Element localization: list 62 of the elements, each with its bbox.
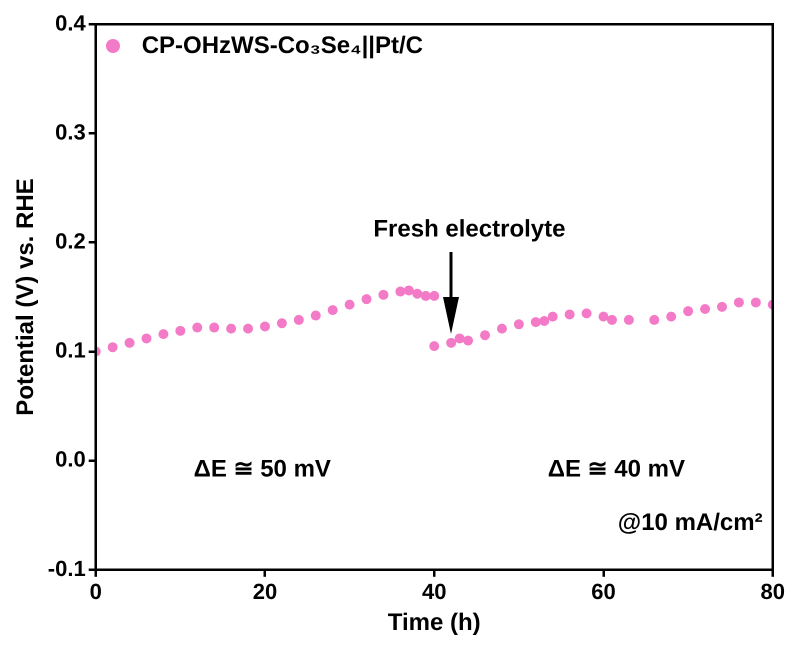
point (666, 312, 676, 322)
point (243, 324, 254, 334)
x-tick-label: 40 (422, 579, 446, 604)
y-tick-label: 0.0 (55, 446, 86, 472)
y-tick-label: 0.2 (55, 228, 86, 254)
annotation: ΔE ≅ 40 mV (548, 456, 686, 483)
point (750, 297, 761, 308)
y-tick-label: 0.3 (55, 119, 86, 144)
point (683, 306, 694, 316)
x-axis-title: Time (h) (388, 609, 481, 636)
point (260, 321, 270, 332)
point (192, 322, 202, 333)
annotation: @10 mA/cm² (618, 509, 763, 536)
point (141, 333, 152, 344)
annotation: ΔE ≅ 50 mV (194, 456, 331, 483)
x-tick-label: 0 (90, 579, 102, 604)
point (582, 308, 592, 318)
point (276, 318, 287, 328)
point (344, 300, 355, 310)
point (429, 341, 440, 352)
point (539, 316, 550, 326)
point (310, 310, 321, 321)
point (108, 342, 118, 352)
point (328, 305, 338, 316)
point (362, 294, 372, 304)
point (429, 290, 440, 301)
y-tick-label: 0.4 (55, 10, 86, 36)
point (420, 290, 431, 301)
point (716, 302, 727, 312)
point (624, 314, 634, 325)
point (606, 314, 617, 325)
legend-label: CP-OHzWS-Co₃Se₄||Pt/C (142, 32, 423, 60)
point (514, 319, 524, 330)
y-tick-label: -0.1 (48, 556, 86, 581)
point (649, 314, 660, 325)
point (446, 338, 456, 348)
point (209, 322, 220, 333)
point (226, 324, 236, 334)
point (598, 312, 608, 322)
point (700, 304, 710, 314)
point (530, 317, 541, 328)
point (378, 290, 388, 300)
point (463, 336, 474, 346)
point (175, 326, 186, 336)
x-tick-label: 20 (252, 579, 278, 604)
annotation: Fresh electrolyte (373, 216, 566, 243)
point (454, 333, 465, 344)
point (412, 288, 422, 299)
point (496, 324, 507, 334)
x-tick-label: 80 (760, 579, 786, 604)
point (404, 285, 414, 296)
point (395, 286, 406, 297)
point (548, 312, 558, 322)
point (564, 309, 575, 320)
point (480, 330, 490, 340)
x-tick-label: 60 (591, 579, 616, 604)
y-tick-label: 0.1 (55, 338, 86, 363)
y-axis-title: Potential (V) vs. RHE (12, 178, 40, 416)
point (734, 297, 744, 308)
point (158, 329, 168, 340)
point (294, 314, 304, 325)
point (124, 338, 135, 348)
